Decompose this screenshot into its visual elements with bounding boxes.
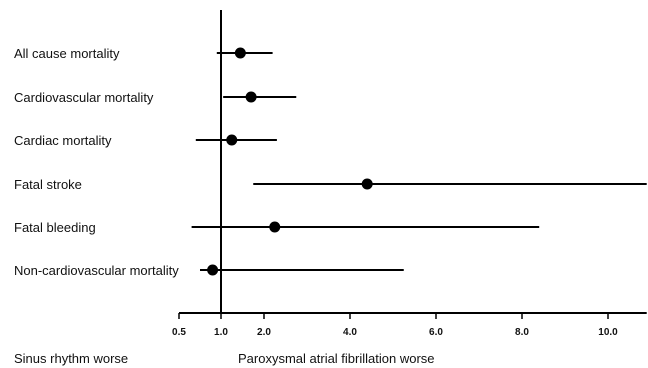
x-tick-label: 0.5 [172,327,186,338]
point-estimate-marker [207,264,219,276]
point-estimate-marker [269,221,281,233]
row-label: Fatal bleeding [14,220,96,235]
x-tick-label: 10.0 [598,327,618,338]
x-tick-label: 1.0 [214,327,228,338]
row-label: Cardiovascular mortality [14,90,154,105]
row-label: All cause mortality [14,46,120,61]
rows-layer: All cause mortality Cardiovascular mortal… [14,46,647,278]
x-tick-label: 6.0 [429,327,443,338]
row-label: Fatal stroke [14,177,82,192]
x-axis-ticks: 0.5 1.0 2.0 4.0 6.0 8.0 10.0 [172,313,618,338]
row-label: Cardiac mortality [14,133,112,148]
row-label: Non-cardiovascular mortality [14,263,179,278]
point-estimate-marker [234,47,246,59]
point-estimate-marker [245,91,257,103]
point-estimate-marker [361,178,373,190]
x-label-right: Paroxysmal atrial fibrillation worse [238,351,435,366]
x-tick-label: 4.0 [343,327,357,338]
x-label-left: Sinus rhythm worse [14,351,128,366]
x-tick-label: 8.0 [515,327,529,338]
point-estimate-marker [226,134,238,146]
x-tick-label: 2.0 [257,327,271,338]
